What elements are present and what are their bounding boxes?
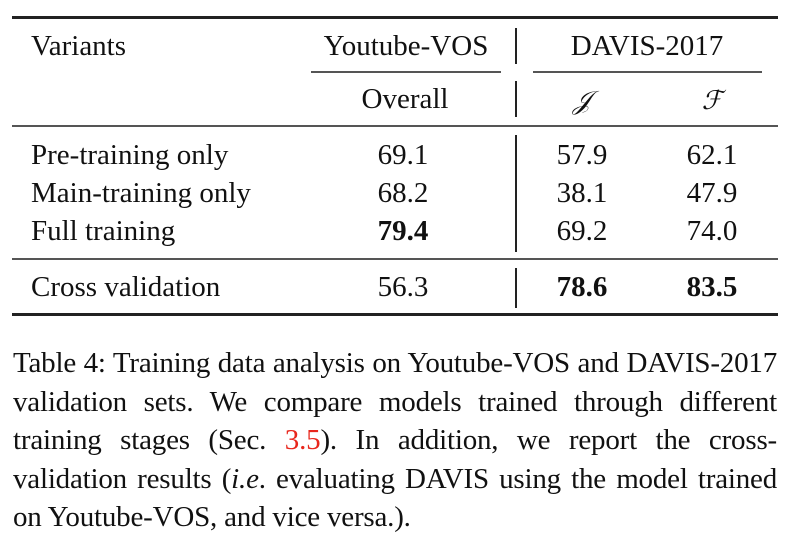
section-reference-link[interactable]: 3.5	[284, 424, 321, 456]
row-variant: Full training	[31, 215, 176, 247]
row-variant: Pre-training only	[31, 139, 229, 171]
row-f-best: 83.5	[686, 271, 738, 303]
caption-text: ). In addition, we report the cross-vali…	[13, 424, 777, 495]
caption-text: Training data analysis on Youtube-VOS an…	[13, 347, 777, 456]
row-overall: 69.1	[377, 139, 429, 171]
davis-cmidrule	[533, 71, 762, 73]
header-variants: Variants	[31, 30, 127, 62]
row-overall: 56.3	[377, 271, 429, 303]
caption-text: . evaluating DAVIS using the model train…	[13, 462, 777, 534]
youtube-vos-cmidrule	[311, 71, 501, 73]
header-separator-2	[515, 81, 517, 117]
row-j: 38.1	[556, 177, 608, 209]
caption-ie: i.e	[231, 462, 259, 495]
header-youtube-vos: Youtube-VOS	[323, 30, 489, 62]
header-separator-1	[515, 28, 517, 64]
row-f: 62.1	[686, 139, 738, 171]
bottom-rule	[12, 313, 778, 316]
top-rule	[12, 16, 778, 19]
header-f-metric: ℱ	[701, 86, 723, 116]
mid-rule	[12, 258, 778, 260]
header-davis-2017: DAVIS-2017	[570, 30, 724, 62]
row-j-best: 78.6	[556, 271, 608, 303]
row-j: 57.9	[556, 139, 608, 171]
caption-label: Table 4:	[13, 347, 106, 379]
cross-separator	[515, 268, 517, 308]
header-j-metric: 𝒥	[573, 86, 591, 116]
row-f: 47.9	[686, 177, 738, 209]
row-variant: Cross validation	[31, 271, 221, 303]
row-overall: 68.2	[377, 177, 429, 209]
header-overall: Overall	[361, 83, 449, 115]
body-separator	[515, 135, 517, 252]
row-f: 74.0	[686, 215, 738, 247]
row-j: 69.2	[556, 215, 608, 247]
header-rule	[12, 125, 778, 127]
row-variant: Main-training only	[31, 177, 251, 209]
table-caption: Table 4: Training data analysis on Youtu…	[13, 344, 777, 537]
row-overall-best: 79.4	[377, 215, 429, 247]
